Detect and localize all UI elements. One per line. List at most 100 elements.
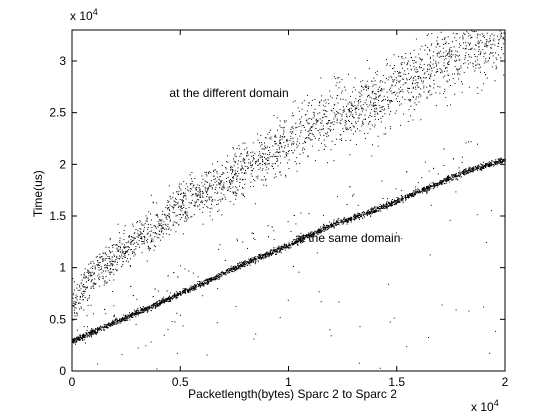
point-different-domain	[165, 217, 167, 219]
point-different-domain	[222, 185, 224, 187]
point-different-domain	[76, 315, 78, 317]
point-different-domain	[268, 168, 270, 170]
point-different-domain	[345, 128, 347, 130]
point-different-domain	[264, 163, 265, 164]
point-different-domain	[348, 110, 350, 112]
point-different-domain	[275, 143, 277, 145]
point-same-domain	[197, 281, 199, 282]
point-different-domain	[410, 105, 412, 107]
point-different-domain	[110, 264, 112, 266]
point-different-domain	[204, 186, 206, 188]
point-same-domain	[478, 164, 480, 166]
point-different-domain	[250, 173, 252, 175]
point-same-domain	[159, 303, 161, 305]
point-different-domain	[231, 166, 233, 168]
point-same-domain	[142, 309, 144, 310]
point-different-domain	[406, 79, 408, 81]
point-same-domain	[346, 223, 348, 225]
point-different-domain	[265, 162, 266, 164]
point-different-domain	[239, 155, 241, 157]
point-same-domain	[425, 189, 427, 191]
point-same-domain	[271, 253, 272, 255]
point-different-domain	[341, 138, 343, 140]
point-different-domain	[445, 66, 447, 68]
point-same-domain	[150, 306, 152, 308]
point-same-domain	[468, 167, 470, 169]
point-same-domain	[125, 318, 127, 320]
point-different-domain	[198, 187, 200, 189]
point-different-domain	[419, 67, 421, 69]
point-same-domain	[315, 232, 317, 234]
point-different-domain	[450, 104, 452, 106]
point-same-domain	[131, 312, 133, 314]
point-same-domain	[95, 332, 97, 334]
point-same-domain	[340, 221, 342, 223]
point-different-domain	[82, 296, 83, 298]
point-different-domain	[76, 299, 78, 301]
point-different-domain	[336, 118, 338, 120]
point-same-domain	[303, 235, 304, 236]
point-same-domain	[350, 216, 352, 218]
point-different-domain	[418, 76, 420, 78]
point-same-domain	[89, 332, 91, 334]
point-same-domain	[236, 269, 238, 271]
point-different-domain	[387, 100, 388, 101]
point-different-domain	[119, 240, 121, 242]
point-same-domain	[384, 208, 386, 209]
point-different-domain	[310, 127, 312, 129]
point-different-domain	[442, 76, 444, 78]
point-different-domain	[339, 138, 341, 140]
point-different-domain	[270, 136, 272, 138]
point-different-domain	[169, 210, 171, 212]
point-same-domain	[390, 204, 392, 205]
point-same-domain	[346, 204, 348, 205]
point-same-domain	[161, 302, 163, 304]
point-different-domain	[390, 100, 392, 102]
point-same-domain	[341, 220, 343, 222]
point-different-domain	[456, 68, 458, 70]
point-different-domain	[244, 159, 246, 161]
point-different-domain	[151, 230, 153, 232]
point-different-domain	[214, 199, 216, 201]
point-different-domain	[383, 109, 385, 111]
point-same-domain	[455, 175, 456, 177]
point-different-domain	[498, 54, 499, 56]
point-different-domain	[498, 39, 500, 41]
point-different-domain	[204, 200, 206, 201]
point-same-domain	[97, 329, 99, 331]
point-different-domain	[374, 102, 376, 103]
point-different-domain	[204, 183, 206, 185]
point-same-domain	[324, 229, 326, 231]
point-different-domain	[374, 72, 376, 74]
point-different-domain	[457, 72, 459, 74]
point-different-domain	[497, 46, 499, 47]
point-different-domain	[107, 267, 108, 269]
point-different-domain	[346, 120, 347, 122]
point-different-domain	[345, 123, 347, 125]
point-different-domain	[74, 304, 76, 306]
point-different-domain	[233, 158, 234, 160]
point-different-domain	[319, 101, 321, 103]
point-different-domain	[413, 97, 415, 98]
point-same-domain	[87, 326, 88, 328]
point-different-domain	[109, 274, 111, 275]
point-same-domain	[383, 205, 384, 207]
point-different-domain	[331, 122, 333, 124]
point-same-domain	[272, 252, 274, 254]
point-different-domain	[377, 135, 379, 137]
point-same-domain	[144, 307, 146, 309]
point-different-domain	[209, 215, 211, 217]
point-same-domain	[477, 167, 479, 169]
point-same-domain	[105, 326, 107, 328]
point-different-domain	[162, 224, 164, 226]
point-same-domain	[261, 257, 263, 259]
point-same-domain	[164, 300, 166, 302]
point-same-domain	[204, 283, 206, 285]
point-different-domain	[413, 49, 415, 51]
point-different-domain	[342, 106, 344, 108]
point-different-domain	[308, 102, 310, 104]
point-same-domain	[169, 292, 171, 294]
point-same-domain	[156, 303, 158, 305]
point-different-domain	[231, 173, 233, 175]
point-different-domain	[185, 183, 187, 185]
